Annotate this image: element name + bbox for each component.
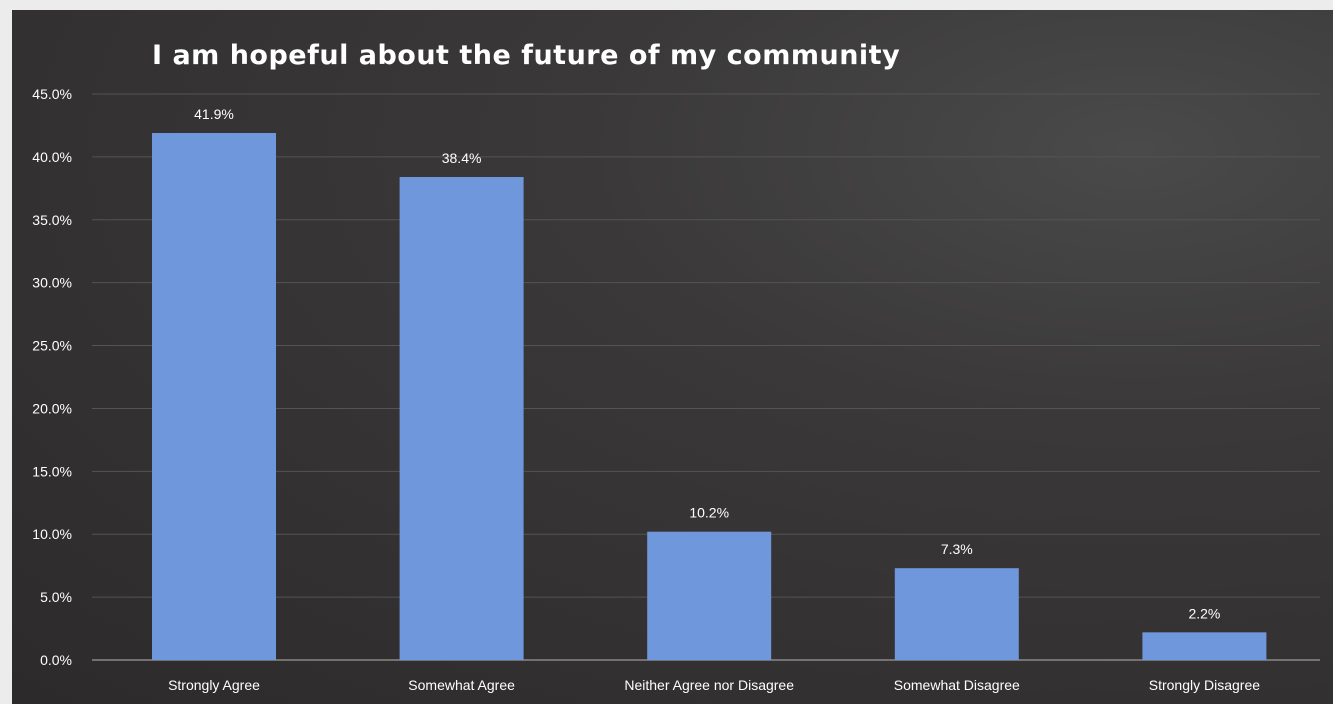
data-label: 38.4%	[442, 150, 482, 166]
y-tick-label: 30.0%	[32, 275, 72, 291]
y-tick-label: 0.0%	[40, 652, 72, 668]
bar	[1142, 632, 1267, 660]
bar	[894, 568, 1019, 660]
category-label: Somewhat Agree	[408, 677, 515, 693]
bar	[152, 132, 276, 661]
data-label: 41.9%	[194, 106, 234, 122]
category-label: Strongly Agree	[168, 677, 260, 693]
gridlines	[92, 93, 1320, 661]
y-tick-label: 40.0%	[32, 149, 72, 165]
data-label: 10.2%	[689, 505, 729, 521]
y-tick-label: 5.0%	[40, 589, 72, 605]
y-tick-label: 35.0%	[32, 212, 72, 228]
bars	[152, 132, 1267, 661]
category-label: Strongly Disagree	[1149, 677, 1260, 693]
data-label: 7.3%	[941, 541, 973, 557]
y-tick-label: 10.0%	[32, 526, 72, 542]
category-label: Somewhat Disagree	[894, 677, 1020, 693]
y-tick-label: 25.0%	[32, 338, 72, 354]
y-tick-label: 15.0%	[32, 463, 72, 479]
data-label: 2.2%	[1188, 605, 1220, 621]
category-label: Neither Agree nor Disagree	[624, 677, 794, 693]
chart-title: I am hopeful about the future of my comm…	[152, 40, 901, 71]
y-axis-ticks: 0.0% 5.0% 10.0% 15.0% 20.0% 25.0% 30.0% 35.0% 40…	[32, 86, 72, 668]
y-tick-label: 20.0%	[32, 400, 72, 416]
bar	[647, 531, 772, 660]
data-labels: 41.9% 38.4% 10.2% 7.3% 2.2%	[194, 106, 1220, 621]
bar	[399, 177, 524, 660]
x-axis-categories: Strongly Agree Somewhat Agree Neither Agre…	[168, 677, 1260, 693]
y-tick-label: 45.0%	[32, 86, 72, 102]
